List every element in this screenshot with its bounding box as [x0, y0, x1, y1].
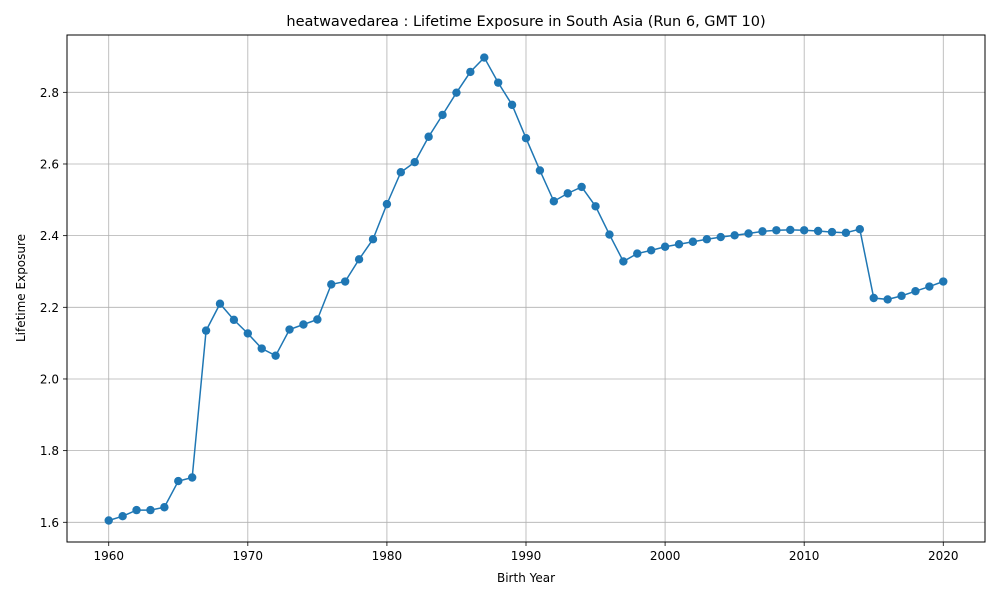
data-point: [452, 88, 461, 97]
data-points: [104, 53, 948, 525]
data-point: [466, 67, 475, 77]
data-point: [146, 505, 155, 515]
data-point: [424, 132, 433, 141]
data-point: [118, 512, 127, 521]
y-tick-label: 2.2: [40, 301, 59, 315]
data-point: [410, 157, 419, 167]
data-point: [897, 291, 906, 301]
data-point: [313, 315, 322, 324]
y-axis-title: Lifetime Exposure: [14, 234, 28, 342]
data-point: [132, 505, 141, 515]
data-point: [285, 325, 294, 334]
data-point: [271, 351, 280, 360]
data-point: [827, 227, 837, 237]
data-point: [257, 344, 266, 353]
data-point: [660, 242, 670, 251]
data-point: [841, 228, 851, 237]
y-tick-label: 2.0: [40, 372, 59, 386]
data-point: [243, 329, 253, 338]
data-point: [215, 299, 225, 308]
data-point: [160, 503, 169, 512]
data-point: [744, 229, 753, 238]
data-point: [382, 199, 392, 209]
data-point: [535, 166, 545, 175]
data-point: [187, 473, 197, 482]
data-point: [104, 516, 113, 525]
data-point: [758, 227, 767, 236]
data-point: [674, 240, 684, 249]
chart-title: heatwavedarea : Lifetime Exposure in Sou…: [286, 14, 765, 30]
data-point: [340, 277, 350, 286]
data-point: [939, 277, 948, 286]
data-point: [577, 182, 586, 192]
x-tick-label: 1960: [93, 549, 124, 563]
x-tick-label: 2020: [928, 549, 959, 563]
y-tick-label: 2.8: [40, 86, 59, 100]
data-point: [772, 226, 781, 235]
data-point: [813, 226, 823, 236]
data-point: [688, 237, 698, 246]
data-point: [368, 235, 378, 244]
data-point: [354, 255, 364, 264]
x-tick-label: 1990: [511, 549, 542, 563]
data-point: [493, 78, 503, 87]
grid-lines: [67, 35, 985, 542]
data-point: [521, 133, 531, 143]
x-tick-label: 2000: [650, 549, 681, 563]
x-tick-label: 2010: [789, 549, 820, 563]
x-tick-label: 1970: [233, 549, 264, 563]
data-point: [619, 257, 628, 266]
data-point: [716, 232, 725, 242]
data-point: [925, 282, 934, 291]
data-point: [174, 476, 183, 486]
data-point: [605, 230, 614, 239]
data-point: [507, 100, 517, 110]
data-point: [549, 197, 559, 206]
x-tick-label: 1980: [372, 549, 403, 563]
data-point: [633, 249, 642, 258]
data-point: [786, 225, 795, 235]
y-tick-label: 1.8: [40, 444, 59, 458]
data-point: [327, 280, 336, 289]
y-tick-label: 2.6: [40, 157, 59, 171]
data-point: [702, 235, 712, 244]
y-tick-label: 2.4: [40, 229, 59, 243]
data-point: [299, 320, 308, 329]
data-point: [396, 168, 406, 177]
data-point: [646, 246, 656, 255]
data-point: [438, 110, 447, 120]
y-tick-label: 1.6: [40, 516, 59, 530]
data-point: [480, 53, 489, 62]
data-point: [201, 326, 211, 335]
data-point: [799, 226, 809, 235]
data-point: [229, 315, 239, 325]
data-point: [855, 225, 865, 234]
data-point: [883, 295, 892, 304]
axis-ticks: 1960 1970 1980 1990 2000 2010 2020 1.6 1.8 2.0 2.2…: [40, 86, 959, 563]
data-point: [869, 293, 878, 303]
data-point: [563, 189, 572, 198]
data-point: [591, 202, 600, 211]
data-point: [911, 286, 920, 296]
x-axis-title: Birth Year: [497, 571, 555, 585]
data-point: [730, 231, 739, 240]
